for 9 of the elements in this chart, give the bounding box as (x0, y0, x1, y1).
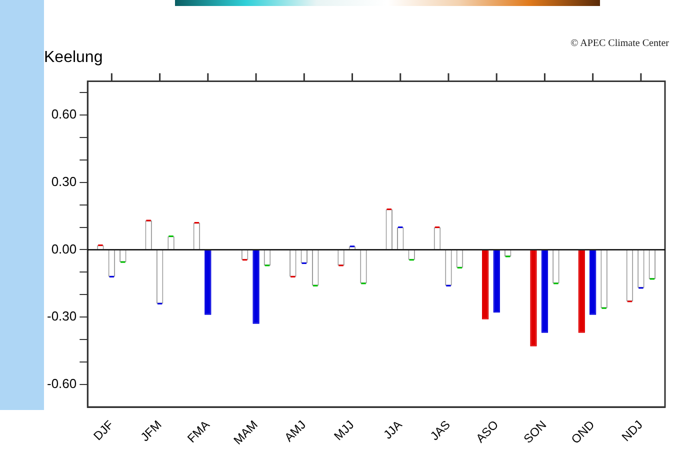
y-tick-label: -0.30 (46, 308, 77, 324)
y-tick-label: 0.00 (51, 241, 77, 256)
y-tick-label: 0.60 (51, 106, 77, 122)
chart-title: Keelung (44, 49, 103, 66)
x-tick-label: JJA (380, 418, 405, 442)
y-tick-label: -0.60 (46, 376, 77, 392)
text: © APEC Climate Center (570, 38, 669, 49)
x-tick-label: JAS (427, 418, 453, 444)
y-tick-label: 0.30 (51, 174, 77, 189)
